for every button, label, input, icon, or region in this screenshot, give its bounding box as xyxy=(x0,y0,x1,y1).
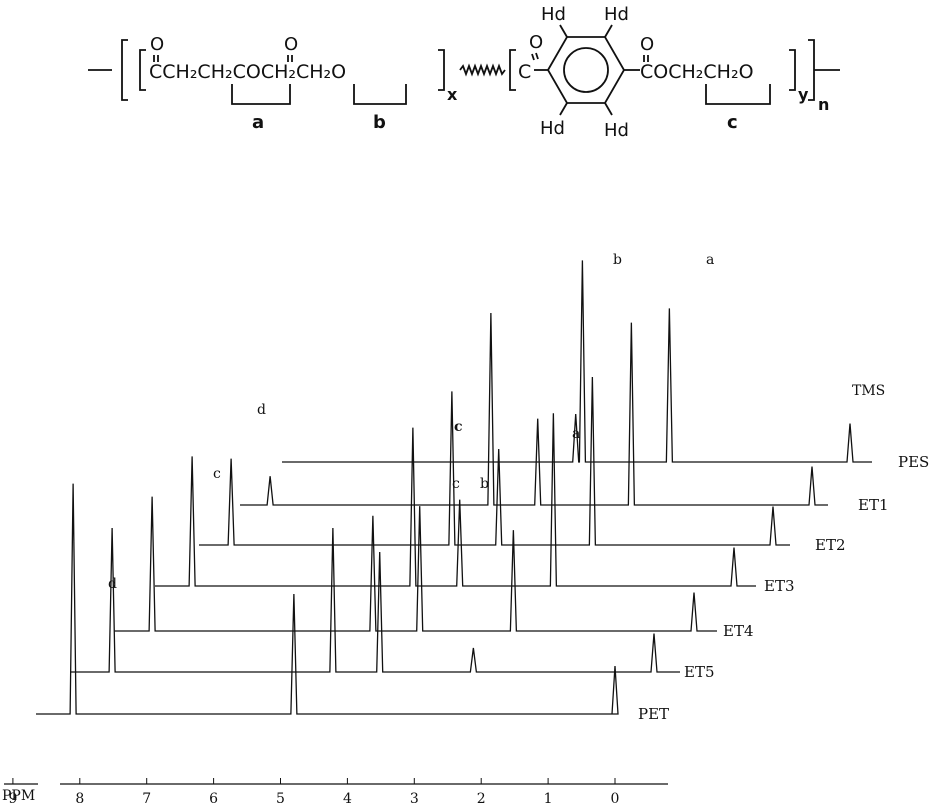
x-axis: PPM 9 8 7 6 5 4 3 2 1 0 xyxy=(2,778,668,805)
x-tick-label-4: 4 xyxy=(343,791,352,805)
series-label-et5: ET5 xyxy=(684,663,715,681)
series-label-pes: PES xyxy=(898,453,929,471)
proton-label-a: a xyxy=(252,112,264,133)
x-tick-label-0: 0 xyxy=(611,791,620,805)
aromatic-h-top-left: Hd xyxy=(541,4,566,25)
nmr-spectra-stack: PET ET5 ET4 ET3 ET2 ET1 PES xyxy=(36,260,929,723)
trace-et5 xyxy=(70,527,680,673)
proton-label-c: c xyxy=(727,112,738,133)
x-tick-label-6: 6 xyxy=(209,791,218,805)
series-label-et3: ET3 xyxy=(764,577,795,595)
carbonyl-o-2: O xyxy=(284,34,298,55)
aromatic-h-bottom-left: Hd xyxy=(540,118,565,139)
carbonyl-o-4: O xyxy=(640,34,654,55)
repeat-unit-structure: O CCH₂CH₂COCH₂CH₂O O a b x C O Hd Hd Hd … xyxy=(88,4,840,141)
trace-pes xyxy=(282,260,872,463)
trace-et3 xyxy=(155,413,756,587)
proton-label-b: b xyxy=(373,112,386,133)
series-label-pet: PET xyxy=(638,705,669,723)
peak-label-c-bold: c xyxy=(454,419,463,435)
spectrum-pes: PES xyxy=(282,260,929,471)
spectrum-et1: ET1 xyxy=(240,312,889,514)
succinate-chain-text: CCH₂CH₂COCH₂CH₂O xyxy=(149,61,346,83)
trace-et1 xyxy=(240,312,828,506)
aromatic-h-top-right: Hd xyxy=(604,4,629,25)
x-tick-label-9: 9 xyxy=(8,791,17,805)
spectrum-et4: ET4 xyxy=(114,496,754,640)
peak-label-a-et1: a xyxy=(572,426,580,442)
peak-label-tms: TMS xyxy=(852,383,885,399)
peak-label-d-pet: d xyxy=(108,576,117,592)
peak-annotations: d c c b a b a TMS d c xyxy=(108,252,885,592)
trace-pet xyxy=(36,483,619,715)
x-tick-label-8: 8 xyxy=(75,791,84,805)
subscript-y: y xyxy=(798,85,809,104)
x-tick-label-1: 1 xyxy=(544,791,553,805)
x-axis-label: PPM xyxy=(2,788,35,804)
glycol-chain-text: COCH₂CH₂O xyxy=(640,61,754,83)
x-tick-label-7: 7 xyxy=(142,791,151,805)
spectrum-et5: ET5 xyxy=(70,527,715,681)
terephthaloyl-c: C xyxy=(518,61,531,83)
x-tick-label-5: 5 xyxy=(276,791,285,805)
peak-label-a-pes: a xyxy=(706,252,714,268)
series-label-et4: ET4 xyxy=(723,622,754,640)
peak-label-b-pes: b xyxy=(613,252,622,268)
carbonyl-o-3: O xyxy=(529,32,543,53)
aromatic-h-bottom-right: Hd xyxy=(604,120,629,141)
x-tick-label-2: 2 xyxy=(477,791,486,805)
subscript-x: x xyxy=(447,85,458,104)
peak-label-c-et1-right: c xyxy=(452,476,460,492)
subscript-n: n xyxy=(818,95,829,114)
peak-label-d-et3: d xyxy=(257,402,266,418)
trace-et2 xyxy=(199,376,790,546)
trace-et4 xyxy=(114,496,717,632)
peak-label-b-et1: b xyxy=(480,476,489,492)
series-label-et2: ET2 xyxy=(815,536,846,554)
spectrum-et2: ET2 xyxy=(199,376,846,554)
spectrum-et3: ET3 xyxy=(155,413,795,595)
x-tick-label-3: 3 xyxy=(410,791,419,805)
x-axis-ticks: 9 8 7 6 5 4 3 2 1 0 xyxy=(8,778,619,805)
spectrum-pet: PET xyxy=(36,483,669,723)
peak-label-c-et1: c xyxy=(213,466,221,482)
series-label-et1: ET1 xyxy=(858,496,889,514)
carbonyl-o-1: O xyxy=(150,34,164,55)
